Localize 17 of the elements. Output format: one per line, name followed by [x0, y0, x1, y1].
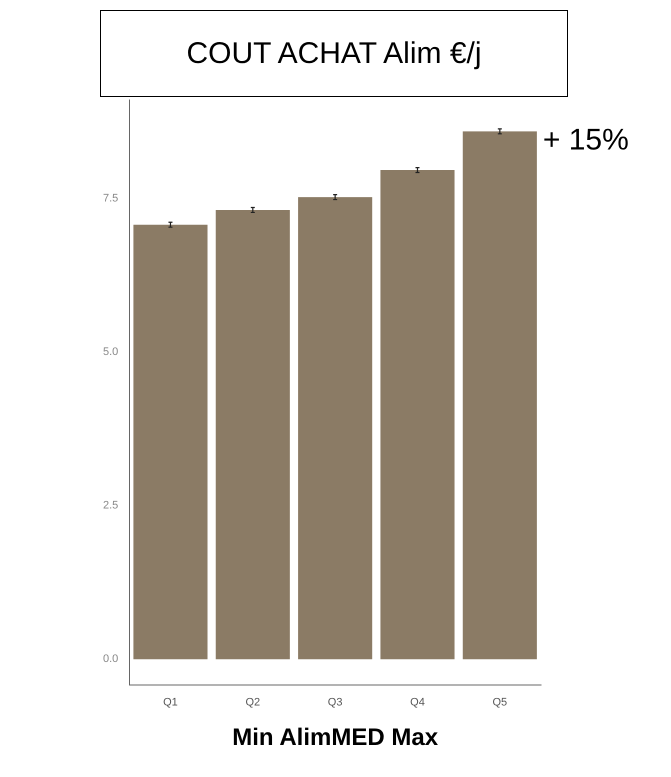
x-tick-label: Q3: [328, 696, 342, 709]
chart-title: COUT ACHAT Alim €/j: [100, 10, 568, 97]
x-tick-label: Q2: [245, 696, 260, 709]
x-tick-label: Q4: [410, 696, 425, 709]
bar: [380, 170, 455, 660]
x-axis-title: Min AlimMED Max: [232, 724, 439, 752]
bar: [462, 131, 537, 660]
annotation: + 15%: [542, 124, 629, 157]
bar: [216, 210, 290, 660]
bar: [298, 197, 372, 660]
y-tick-label: 5.0: [102, 346, 118, 358]
x-tick-label: Q5: [492, 696, 508, 709]
y-tick-label: 0.0: [102, 653, 118, 666]
y-tick-label: 2.5: [102, 500, 118, 512]
y-tick-label: 7.5: [102, 192, 118, 204]
x-tick-label: Q1: [163, 696, 178, 709]
bar: [133, 224, 208, 660]
